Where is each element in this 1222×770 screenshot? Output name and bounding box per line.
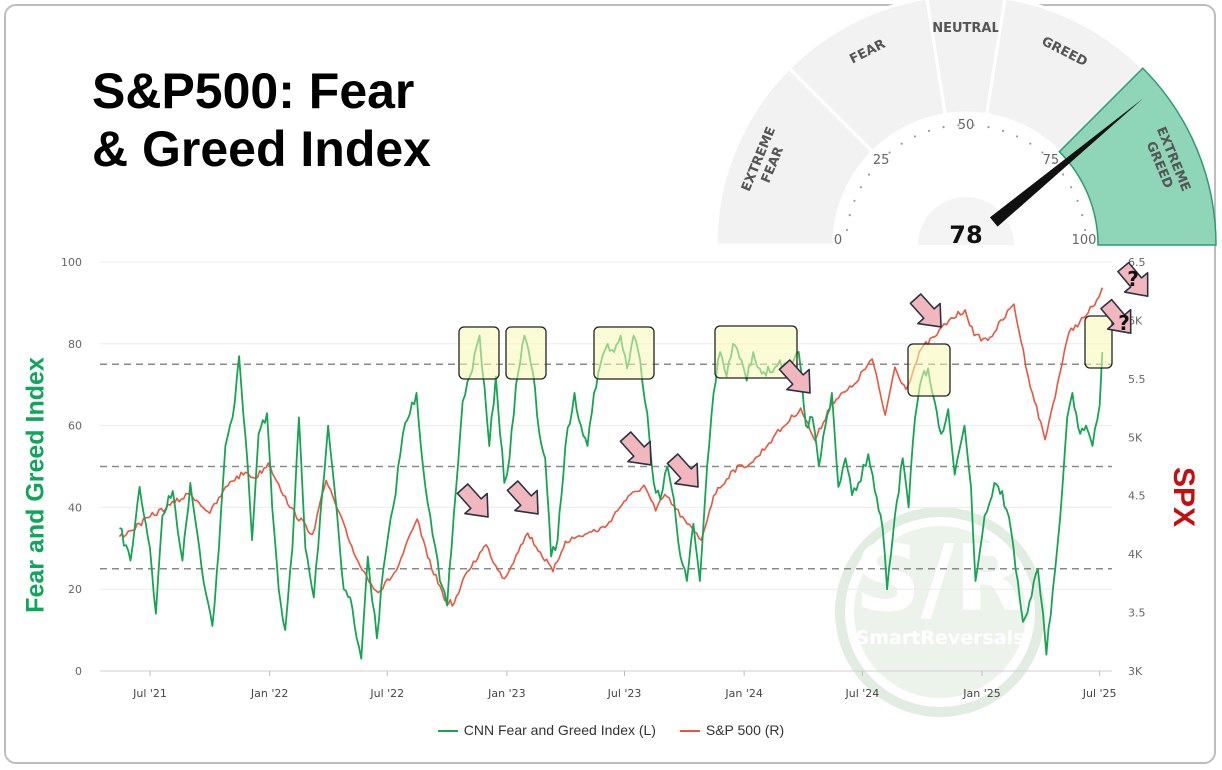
spx-series-line xyxy=(118,287,1104,607)
gauge-dot xyxy=(845,228,849,232)
gauge-dot xyxy=(1029,142,1032,145)
x-tick-label: Jan '23 xyxy=(487,687,525,700)
right-tick-label: 6.5 xyxy=(1128,256,1146,269)
gauge-dot xyxy=(900,142,903,145)
gauge-dot xyxy=(927,129,931,132)
right-tick-label: 4.5 xyxy=(1128,490,1146,503)
gauge-dot xyxy=(1076,199,1079,202)
gauge-tick-label: 100 xyxy=(1072,233,1097,248)
title-line-2: & Greed Index xyxy=(92,121,431,177)
gauge-dot xyxy=(1081,214,1084,217)
left-tick-label: 20 xyxy=(68,583,82,596)
x-tick-label: Jul '21 xyxy=(132,687,167,700)
gauge-needle xyxy=(989,98,1144,227)
gauge-dot xyxy=(957,124,960,127)
arrow-annotation xyxy=(909,293,942,328)
highlight-box xyxy=(505,326,547,380)
right-tick-label: 5.5 xyxy=(1128,373,1146,386)
question-mark-icon: ? xyxy=(1118,311,1130,335)
gauge-zone xyxy=(787,0,948,154)
arrow-annotation xyxy=(456,483,489,518)
chart-title: S&P500: Fear & Greed Index xyxy=(92,62,431,178)
arrow-annotation xyxy=(1100,298,1132,334)
gauge-zone-word: NEUTRAL xyxy=(932,21,1000,36)
gauge-zone xyxy=(1058,67,1217,246)
gauge-dot xyxy=(1041,151,1044,154)
chart-legend: CNN Fear and Greed Index (L) S&P 500 (R) xyxy=(0,722,1222,738)
gauge-tick-label: 50 xyxy=(958,118,975,133)
arrow-annotation xyxy=(666,453,699,488)
right-tick-label: 3K xyxy=(1128,665,1143,678)
watermark-text: SmartReversals xyxy=(856,627,1025,649)
gauge-zone-label: NEUTRAL xyxy=(932,21,1000,36)
x-tick-label: Jul '23 xyxy=(607,687,642,700)
gauge-zone xyxy=(984,0,1145,154)
highlight-box xyxy=(907,343,951,397)
gauge-dot xyxy=(848,214,851,217)
legend-label-fear-greed: CNN Fear and Greed Index (L) xyxy=(463,722,656,738)
chart-frame xyxy=(4,4,1216,764)
left-axis-ticks: 0 20 40 60 80 100 xyxy=(61,256,82,678)
legend-label-spx: S&P 500 (R) xyxy=(705,722,785,738)
legend-swatch-fear-greed xyxy=(437,730,458,733)
left-tick-label: 100 xyxy=(61,256,82,269)
right-tick-label: 4K xyxy=(1128,548,1143,561)
arrow-annotation xyxy=(619,431,652,466)
gauge-dot xyxy=(1001,129,1005,132)
question-mark-icon: ? xyxy=(1127,267,1139,291)
x-tick-label: Jan '25 xyxy=(962,687,1000,700)
x-tick-label: Jan '22 xyxy=(250,687,288,700)
x-tick-label: Jul '24 xyxy=(845,687,880,700)
gauge-dot xyxy=(913,135,917,138)
gauge-dot xyxy=(888,151,891,154)
highlight-box xyxy=(593,326,655,380)
x-axis-ticks: Jul '21 Jan '22 Jul '22 Jan '23 Jul '23 Jan '… xyxy=(132,671,1117,700)
gauge-tick-label: 25 xyxy=(873,153,890,168)
left-tick-label: 40 xyxy=(68,501,82,514)
gauge-dot xyxy=(867,173,871,176)
gauge-dot xyxy=(877,161,880,164)
watermark-logo: S/R SmartReversals xyxy=(835,507,1045,717)
highlight-box xyxy=(1084,315,1113,369)
gauge-dot xyxy=(853,199,856,202)
x-tick-label: Jul '22 xyxy=(369,687,404,700)
right-axis-ticks: 3K 3.5 4K 4.5 5K 5.5 6K 6.5 xyxy=(1128,256,1146,678)
gauge-zone xyxy=(925,0,1007,117)
right-tick-label: 6K xyxy=(1128,314,1143,327)
arrow-annotation xyxy=(1117,261,1149,297)
gauge-dot xyxy=(1052,161,1055,164)
gauge-tick-label: 0 xyxy=(834,233,842,248)
arrow-annotation xyxy=(506,480,539,515)
legend-swatch-spx xyxy=(679,730,700,733)
gauge-tick-label: 75 xyxy=(1043,153,1060,168)
chart-annotations: ?? xyxy=(456,261,1149,518)
x-tick-label: Jan '24 xyxy=(724,687,762,700)
gauge-value: 78 xyxy=(949,221,982,249)
right-tick-label: 3.5 xyxy=(1128,607,1146,620)
fear-greed-gauge: EXTREMEFEARFEARNEUTRALGREEDEXTREMEGREED0… xyxy=(714,0,1217,249)
gauge-dot xyxy=(1083,228,1087,232)
gauge-dot xyxy=(1061,173,1065,176)
gauge-dot xyxy=(987,126,990,129)
left-tick-label: 80 xyxy=(68,338,82,351)
highlight-box xyxy=(458,326,500,380)
right-tick-label: 5K xyxy=(1128,431,1143,444)
gauge-zone xyxy=(714,66,875,247)
highlight-box xyxy=(714,325,798,379)
left-tick-label: 0 xyxy=(75,665,82,678)
arrow-annotation xyxy=(778,359,811,394)
legend-item-fear-greed[interactable]: CNN Fear and Greed Index (L) xyxy=(437,722,656,738)
gauge-dot xyxy=(972,124,975,127)
left-tick-label: 60 xyxy=(68,420,82,433)
gauge-dot xyxy=(1070,186,1073,189)
watermark-mark: S/R xyxy=(855,525,1026,632)
gauge-dot xyxy=(942,126,945,129)
x-tick-label: Jul '25 xyxy=(1082,687,1117,700)
title-line-1: S&P500: Fear xyxy=(92,63,415,119)
legend-item-spx[interactable]: S&P 500 (R) xyxy=(679,722,785,738)
gauge-dot xyxy=(1015,135,1019,138)
gauge-dot xyxy=(859,186,862,189)
gauge-hub xyxy=(918,197,1014,245)
